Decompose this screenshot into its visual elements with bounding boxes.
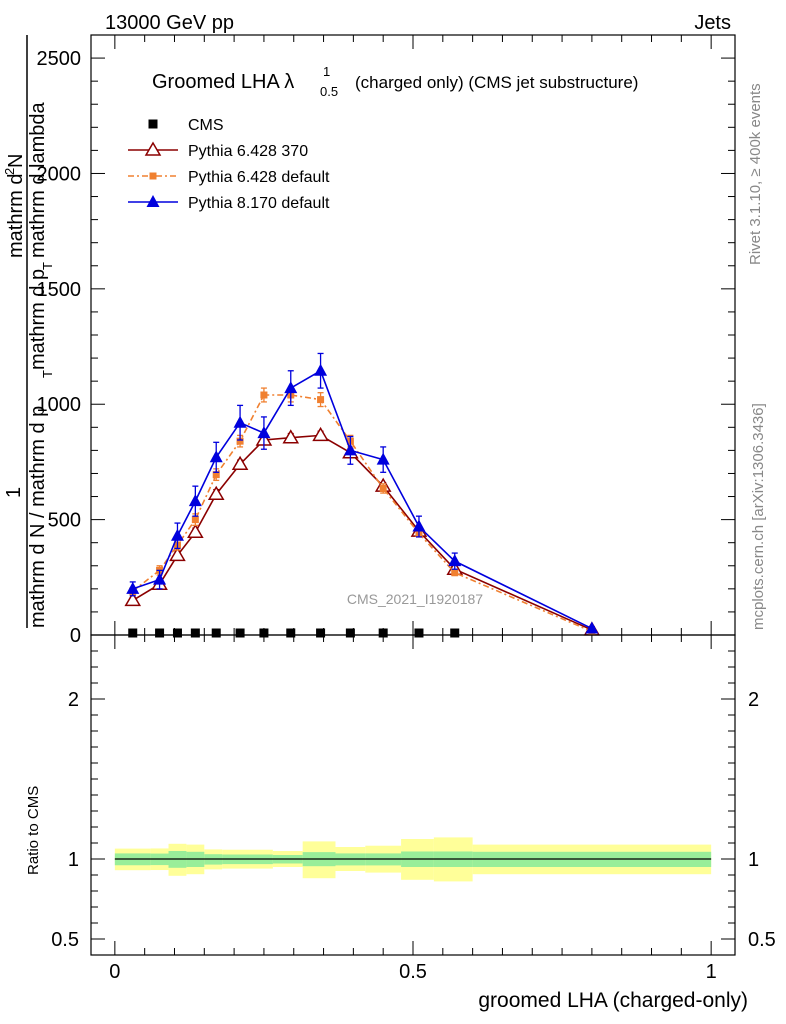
- ratio-axes: 0.5 0.5 1 1 2 2: [51, 650, 776, 951]
- y-tick-label: 2000: [37, 163, 82, 185]
- ratio-tick-label-left: 2: [68, 689, 79, 711]
- ylabel-den-top2: mathrm d lambda: [27, 102, 49, 258]
- cms-marker: [450, 628, 460, 638]
- cms-marker: [148, 119, 158, 129]
- series-0: [128, 628, 460, 638]
- ylabel-num-top: mathrm d: [5, 174, 27, 258]
- marker: [169, 546, 186, 562]
- x-tick-label: 0: [109, 961, 120, 983]
- marker: [379, 484, 387, 492]
- marker: [343, 443, 357, 456]
- cms-marker: [286, 628, 296, 638]
- rivet-label: Rivet 3.1.10, ≥ 400k events: [747, 83, 764, 265]
- ratio-ylabel: Ratio to CMS: [25, 786, 42, 875]
- legend-label: Pythia 8.170 default: [188, 195, 330, 212]
- ratio-plot-frame: [90, 634, 736, 956]
- marker: [260, 391, 268, 399]
- marker: [233, 415, 247, 428]
- marker: [212, 471, 220, 479]
- marker: [585, 621, 599, 634]
- marker: [146, 195, 160, 207]
- cms-marker: [128, 628, 138, 638]
- mcplots-label: mcplots.cern.ch [arXiv:1306.3436]: [750, 403, 767, 630]
- svg-text:Groomed LHA λ: Groomed LHA λ: [152, 71, 294, 93]
- ylabel-den-top: mathrm d p: [27, 269, 49, 370]
- marker: [126, 581, 140, 594]
- ylabel-den-top-sub: T: [40, 262, 55, 270]
- cms-marker: [414, 628, 424, 638]
- marker: [448, 554, 462, 567]
- main-data: [124, 352, 601, 638]
- ratio-bands: [114, 837, 712, 882]
- marker: [187, 523, 204, 539]
- ylabel-one: 1: [3, 487, 25, 498]
- main-ylabel: 1 mathrm d 2 N mathrm d p T mathrm d lam…: [2, 35, 55, 628]
- x-tick-label: 0.5: [399, 961, 427, 983]
- x-tick-label: 1: [706, 961, 717, 983]
- header-left: 13000 GeV pp: [105, 12, 234, 34]
- legend: CMS Pythia 6.428 370 Pythia 6.428 default P…: [128, 117, 330, 212]
- ylabel-num-sup: 2: [2, 168, 17, 175]
- cms-marker: [345, 628, 355, 638]
- cms-marker: [316, 628, 326, 638]
- cms-marker: [378, 628, 388, 638]
- cms-marker: [190, 628, 200, 638]
- marker: [314, 363, 328, 376]
- ylabel-den-sub: T: [40, 370, 55, 378]
- main-axes: 0 500 1000 1500 2000 2500 0 0.5 1: [37, 34, 735, 983]
- marker: [124, 591, 142, 607]
- cms-marker: [155, 628, 165, 638]
- legend-label: CMS: [188, 117, 224, 134]
- legend-label: Pythia 6.428 370: [188, 143, 308, 160]
- series-3: [126, 352, 599, 634]
- title-sup: 1: [323, 64, 330, 79]
- plot-title: Groomed LHA λ 1 0.5 (charged only) (CMS …: [152, 64, 638, 99]
- marker: [282, 429, 300, 444]
- ylabel-den: mathrm d N / mathrm d p: [27, 406, 49, 628]
- marker: [209, 450, 223, 463]
- marker: [451, 569, 459, 577]
- marker: [191, 516, 199, 524]
- x-axis-label: groomed LHA (charged-only): [478, 989, 748, 1012]
- series-line: [132, 369, 593, 630]
- header-right: Jets: [694, 12, 731, 34]
- ratio-tick-label-right: 2: [748, 689, 759, 711]
- cms-marker: [172, 628, 182, 638]
- marker: [170, 528, 184, 541]
- cms-marker: [259, 628, 269, 638]
- ylabel-num-right: N: [5, 154, 27, 168]
- y-tick-label: 0: [70, 625, 81, 647]
- marker: [312, 426, 329, 442]
- title-suffix: (charged only) (CMS jet substructure): [355, 73, 638, 92]
- watermark: CMS_2021_I1920187: [347, 591, 483, 607]
- marker: [317, 396, 325, 404]
- cms-marker: [211, 628, 221, 638]
- marker: [412, 519, 426, 532]
- ratio-tick-label-right: 1: [748, 849, 759, 871]
- marker: [284, 381, 298, 394]
- y-tick-label: 2500: [37, 48, 82, 70]
- marker: [236, 437, 244, 445]
- marker: [188, 494, 202, 507]
- y-tick-label: 1000: [37, 394, 82, 416]
- marker: [207, 485, 225, 500]
- marker: [257, 426, 271, 439]
- marker: [376, 452, 390, 465]
- y-tick-label: 500: [48, 510, 81, 532]
- marker: [144, 141, 162, 156]
- y-tick-label: 1500: [37, 279, 82, 301]
- marker: [153, 572, 167, 585]
- ratio-tick-label-right: 0.5: [748, 929, 776, 951]
- legend-label: Pythia 6.428 default: [188, 169, 330, 186]
- title-sub: 0.5: [320, 84, 338, 99]
- marker: [149, 172, 157, 180]
- cms-marker: [235, 628, 245, 638]
- ratio-tick-label-left: 0.5: [51, 929, 79, 951]
- marker: [231, 455, 249, 470]
- ratio-tick-label-left: 1: [68, 849, 79, 871]
